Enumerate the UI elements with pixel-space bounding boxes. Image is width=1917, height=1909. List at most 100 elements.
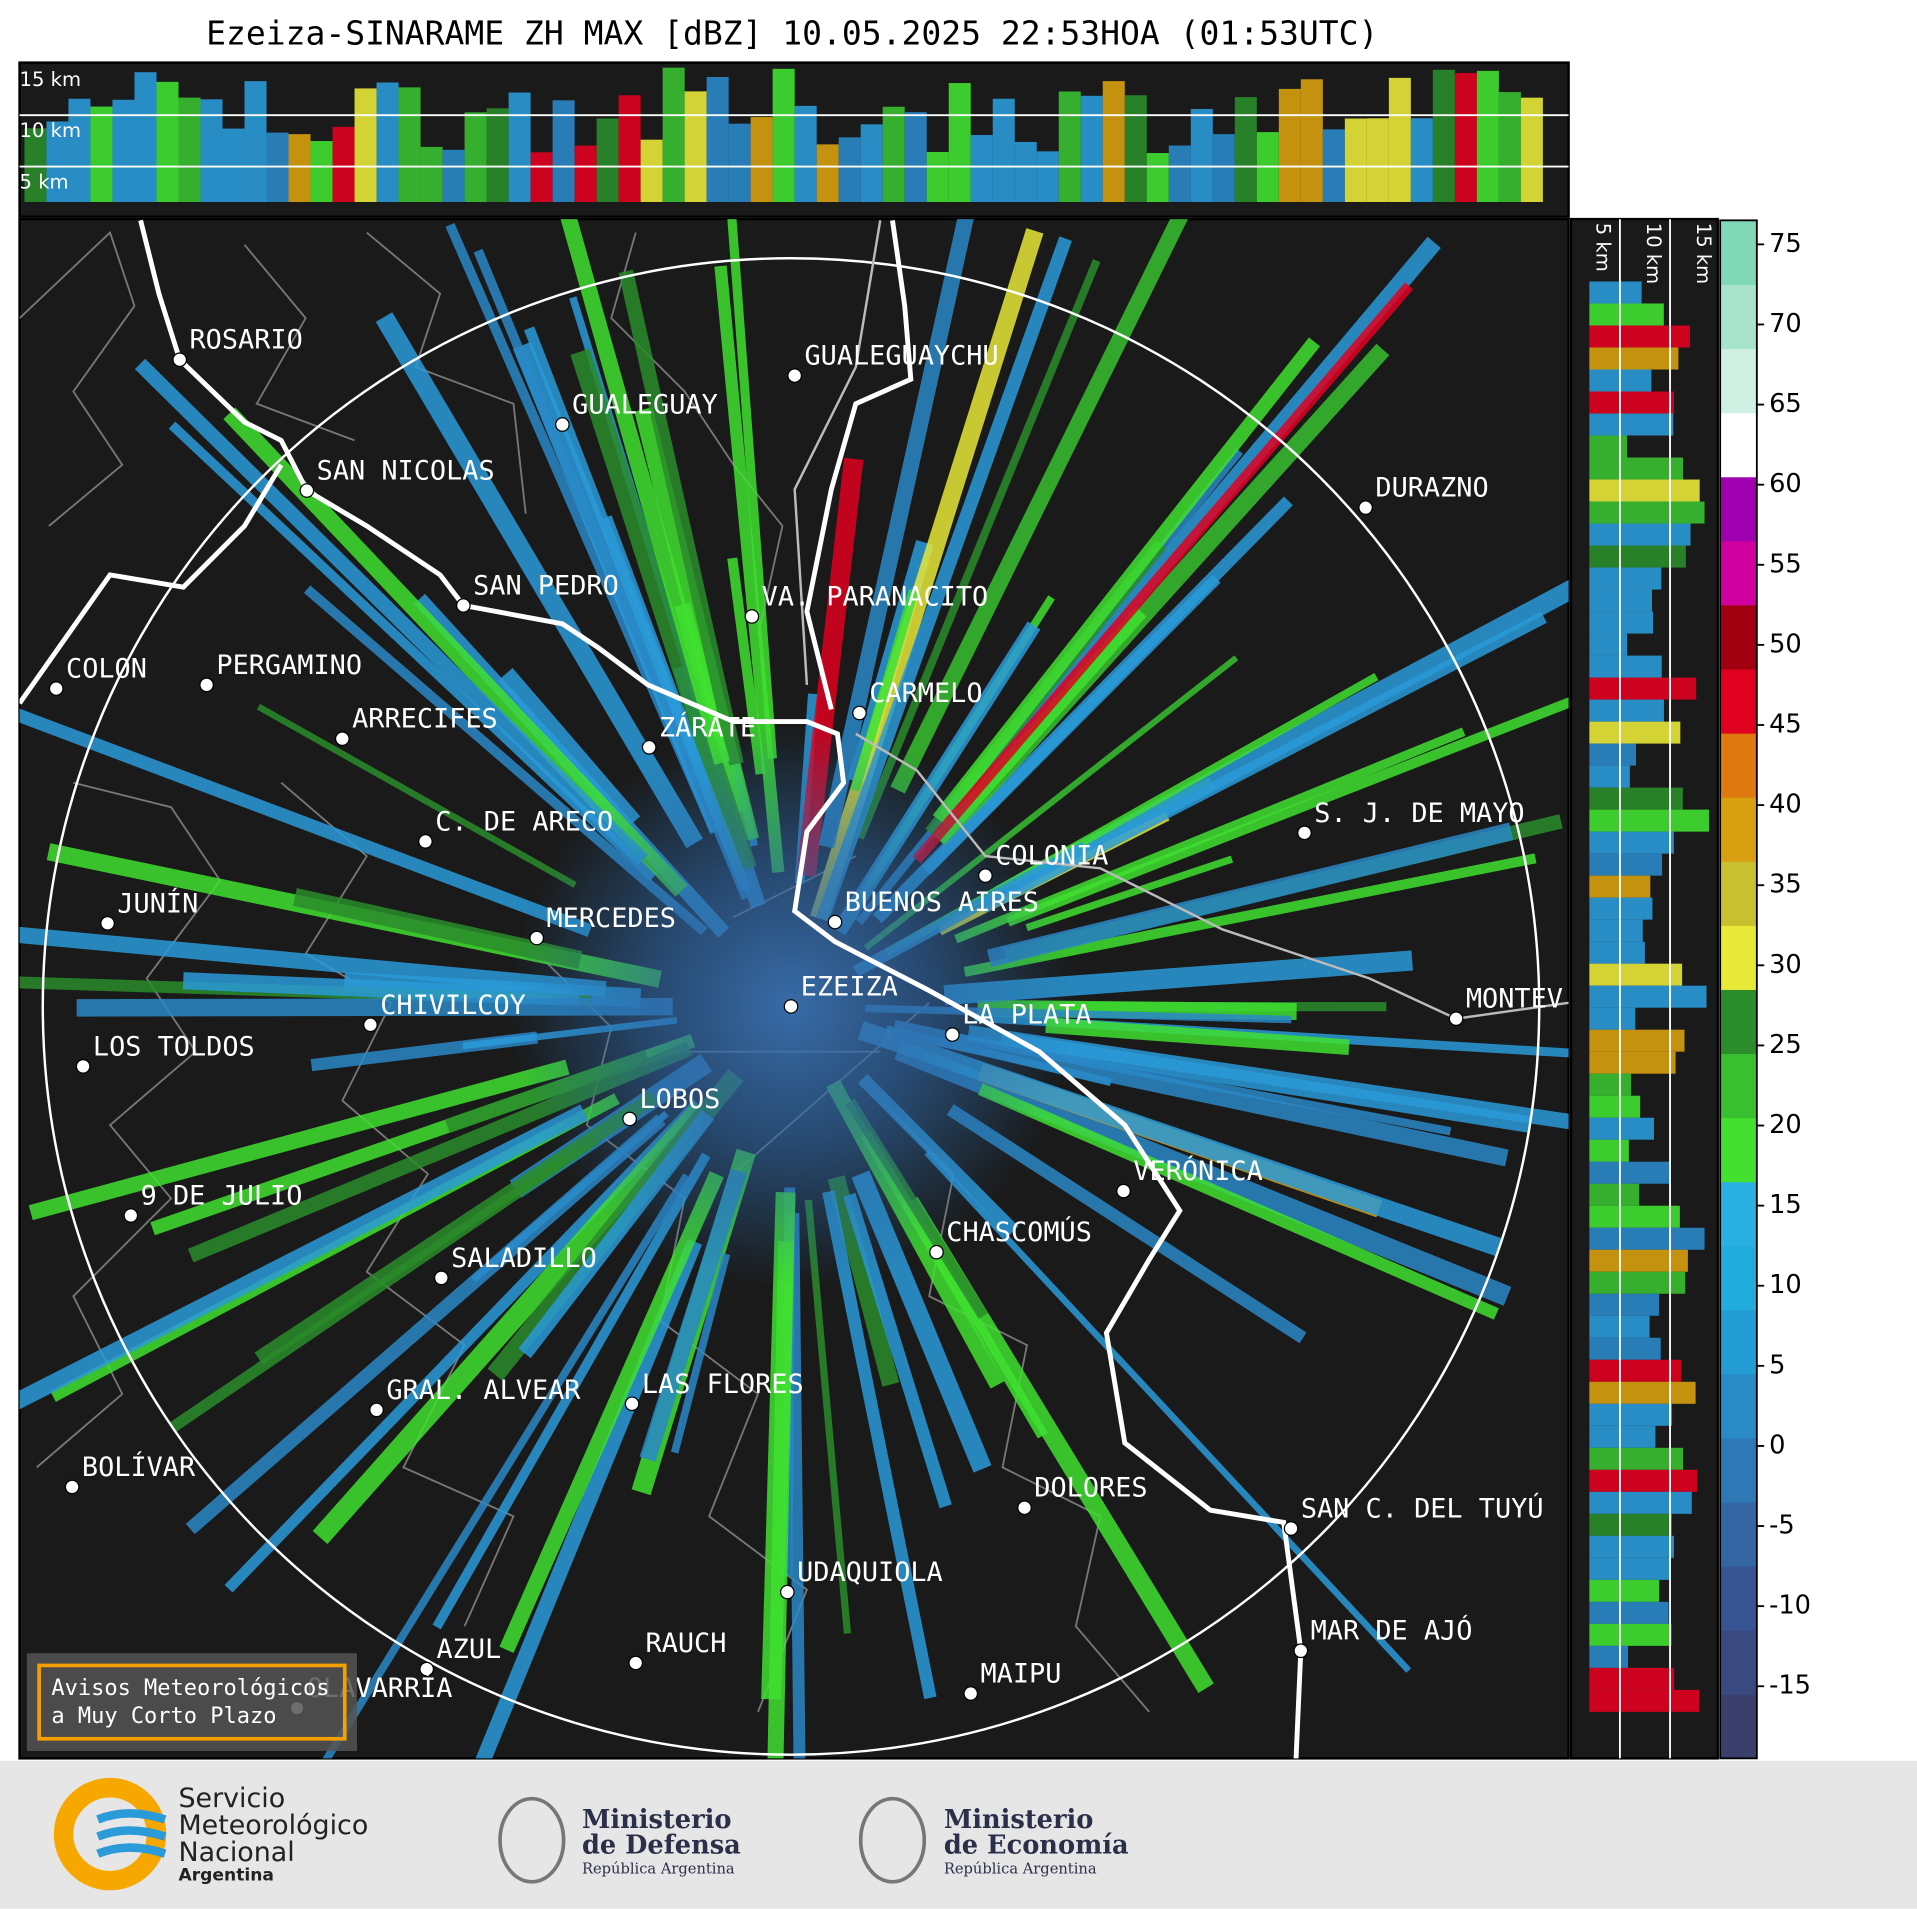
- height-label: 10 km: [20, 119, 81, 142]
- echo-row: [1589, 1183, 1640, 1206]
- city-dot: [827, 914, 843, 930]
- echo-row: [1589, 1293, 1660, 1316]
- echo-ray: [1025, 855, 1234, 932]
- city-label: GUALEGUAYCHU: [804, 341, 998, 372]
- echo-row: [1589, 457, 1684, 480]
- echo-ray: [1006, 697, 1569, 927]
- echo-row: [1589, 985, 1707, 1008]
- city-label: GUALEGUAY: [572, 390, 718, 421]
- echo-column: [1080, 95, 1103, 203]
- city-label: CHASCOMÚS: [946, 1216, 1092, 1248]
- echo-column: [618, 95, 641, 203]
- echo-column: [1212, 134, 1235, 203]
- echo-row: [1589, 1557, 1671, 1580]
- city-dot: [419, 1661, 435, 1677]
- echo-row: [1589, 1359, 1682, 1382]
- notice-box[interactable]: [37, 1663, 347, 1741]
- echo-column: [1146, 153, 1169, 203]
- echo-column: [728, 123, 751, 203]
- city-dot: [945, 1027, 960, 1042]
- echo-column: [1410, 118, 1433, 203]
- echo-row: [1589, 743, 1637, 766]
- echo-ray: [979, 611, 1547, 913]
- city-dot: [852, 705, 867, 721]
- echo-column: [178, 97, 201, 203]
- city-label: EZEIZA: [801, 971, 898, 1002]
- echo-ray: [670, 1253, 731, 1454]
- colorbar-swatch: [1720, 476, 1757, 542]
- echo-column: [1388, 77, 1411, 203]
- city-dot: [1448, 1011, 1464, 1027]
- city-dot: [744, 609, 760, 624]
- echo-column: [1036, 151, 1059, 203]
- height-label: 5 km: [20, 171, 69, 194]
- footer: [0, 1760, 1917, 1909]
- echo-column: [1300, 79, 1323, 203]
- echo-column: [156, 81, 179, 203]
- echo-column: [1432, 69, 1455, 203]
- echo-ray: [912, 282, 1414, 864]
- coat-of-arms: [498, 1796, 927, 1884]
- echo-column: [24, 128, 47, 203]
- echo-column: [1190, 108, 1213, 203]
- city-label: ZÁRATE: [659, 711, 756, 743]
- footer-text: República Argentina: [944, 1860, 1097, 1877]
- footer-text: Meteorológico: [178, 1810, 368, 1841]
- echo-column: [68, 98, 91, 203]
- echo-row: [1589, 501, 1705, 524]
- colorbar-swatch: [1720, 668, 1757, 734]
- echo-row: [1589, 831, 1674, 854]
- echo-row: [1589, 413, 1674, 436]
- city-dot: [963, 1686, 979, 1701]
- notice-line: a Muy Corto Plazo: [51, 1704, 276, 1729]
- echo-column: [134, 72, 157, 203]
- colorbar-tick-label: 75: [1769, 229, 1802, 259]
- city-dot: [555, 417, 570, 432]
- echo-column: [970, 135, 993, 203]
- echo-column: [354, 88, 377, 203]
- echo-row: [1589, 809, 1709, 832]
- city-dot: [434, 1270, 449, 1286]
- echo-row: [1589, 1117, 1654, 1140]
- map-content: ROSARIO GUALEGUAYCHU GUALEGUAY SAN NICOLAS D…: [19, 219, 1569, 1759]
- echo-ray: [618, 269, 744, 766]
- colorbar-tick-label: 10: [1769, 1270, 1802, 1300]
- colorbar-swatch: [1720, 733, 1757, 798]
- echo-row: [1589, 963, 1683, 986]
- colorbar-tick-label: 45: [1769, 709, 1802, 739]
- colorbar-swatch: [1720, 1309, 1757, 1375]
- city-label: LOS TOLDOS: [93, 1031, 255, 1062]
- echo-column: [1366, 118, 1389, 203]
- echo-column: [948, 83, 971, 203]
- echo-column: [816, 144, 839, 203]
- height-label: 15 km: [1692, 223, 1715, 284]
- echo-row: [1589, 1029, 1685, 1052]
- echo-column: [376, 82, 399, 203]
- echo-column: [838, 137, 861, 203]
- echo-row: [1589, 1337, 1661, 1360]
- colorbar-frame: [1719, 219, 1758, 1760]
- echo-row: [1589, 1227, 1705, 1250]
- echo-row: [1589, 765, 1630, 788]
- colorbar-tick-label: 15: [1769, 1190, 1802, 1220]
- echo-row: [1589, 1095, 1641, 1118]
- colorbar-swatch: [1720, 604, 1757, 670]
- echo-row: [1589, 919, 1643, 942]
- footer-text: Nacional: [178, 1837, 294, 1868]
- colorbar-swatch: [1720, 1373, 1757, 1439]
- city-label: COLON: [66, 654, 147, 685]
- city-dot: [299, 483, 315, 498]
- city-label: VA. PARANACITO: [762, 581, 989, 612]
- city-dot: [369, 1402, 384, 1418]
- city-label: BUENOS AIRES: [845, 887, 1039, 918]
- echo-column: [1278, 88, 1301, 203]
- echo-ray: [256, 703, 577, 888]
- echo-column: [1234, 97, 1257, 203]
- colorbar-swatch: [1720, 797, 1757, 862]
- city-label: LA PLATA: [962, 1000, 1091, 1031]
- echo-column: [398, 87, 421, 203]
- echo-column: [1014, 141, 1037, 203]
- echo-column: [926, 151, 949, 203]
